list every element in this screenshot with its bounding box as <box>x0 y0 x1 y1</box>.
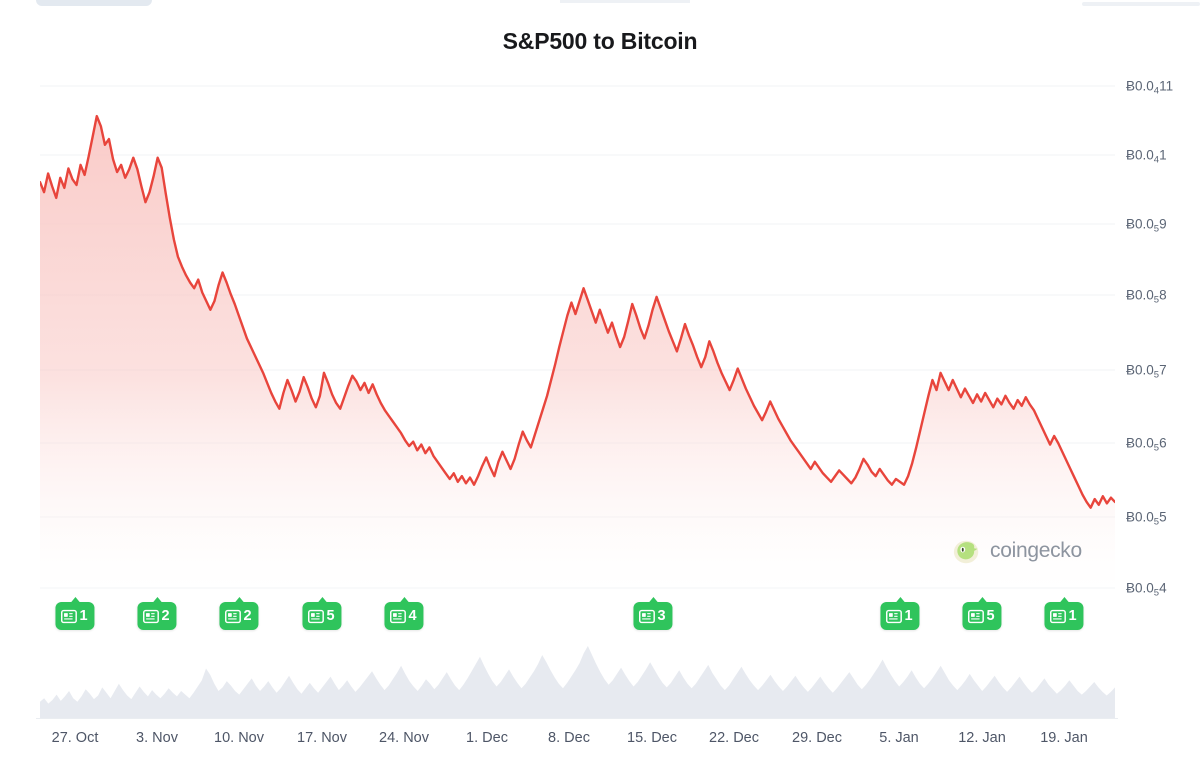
news-marker-count: 2 <box>161 607 170 624</box>
news-marker-count: 1 <box>79 607 88 624</box>
y-axis-tick-label: Ƀ0.058 <box>1126 287 1167 306</box>
news-icon <box>390 609 406 623</box>
top-chrome-bar-right <box>1082 2 1200 6</box>
y-axis-labels: Ƀ0.0411 Ƀ0.041 Ƀ0.059 Ƀ0.058 Ƀ0.057 Ƀ0.056 Ƀ0.… <box>1126 70 1200 597</box>
news-marker-count: 1 <box>1068 607 1077 624</box>
top-chrome-bar <box>560 0 690 3</box>
news-marker-badge[interactable]: 5 <box>302 602 342 630</box>
news-icon <box>968 609 984 623</box>
watermark-label: coingecko <box>990 539 1082 562</box>
gecko-icon <box>953 540 979 564</box>
x-axis-line <box>36 718 1118 719</box>
page-title: S&P500 to Bitcoin <box>502 28 698 54</box>
x-axis-tick-label: 10. Nov <box>214 730 264 746</box>
x-axis-tick-label: 3. Nov <box>136 730 178 746</box>
news-marker-count: 2 <box>243 607 252 624</box>
x-axis-tick-label: 5. Jan <box>879 730 919 746</box>
news-marker-badge[interactable]: 5 <box>962 602 1002 630</box>
news-marker-badge[interactable]: 1 <box>880 602 920 630</box>
news-marker-badge[interactable]: 1 <box>55 602 95 630</box>
news-marker-count: 4 <box>408 607 417 624</box>
x-axis-tick-label: 15. Dec <box>627 730 677 746</box>
news-icon <box>639 609 655 623</box>
price-line <box>40 116 1115 508</box>
news-marker-badge[interactable]: 2 <box>219 602 259 630</box>
news-marker-badge[interactable]: 2 <box>137 602 177 630</box>
x-axis-tick-label: 22. Dec <box>709 730 759 746</box>
x-axis-tick-label: 24. Nov <box>379 730 429 746</box>
y-axis-tick-label: Ƀ0.056 <box>1126 435 1167 454</box>
news-marker-count: 1 <box>904 607 913 624</box>
x-axis-tick-label: 19. Jan <box>1040 730 1088 746</box>
y-axis-tick-label: Ƀ0.041 <box>1126 147 1167 166</box>
volume-area <box>40 646 1115 718</box>
y-axis-tick-label: Ƀ0.059 <box>1126 216 1167 235</box>
news-icon <box>143 609 159 623</box>
news-marker-count: 5 <box>326 607 335 624</box>
news-icon <box>225 609 241 623</box>
x-axis-tick-label: 1. Dec <box>466 730 508 746</box>
y-axis-tick-label: Ƀ0.0411 <box>1126 78 1174 97</box>
news-marker-badge[interactable]: 4 <box>384 602 424 630</box>
news-icon <box>886 609 902 623</box>
x-axis-labels: 27. Oct 3. Nov 10. Nov 17. Nov 24. Nov 1. Dec… <box>0 730 1200 760</box>
y-axis-tick-label: Ƀ0.055 <box>1126 509 1167 528</box>
x-axis-tick-label: 12. Jan <box>958 730 1006 746</box>
x-axis-tick-label: 29. Dec <box>792 730 842 746</box>
x-axis-tick-label: 27. Oct <box>51 730 99 746</box>
y-axis-tick-label: Ƀ0.054 <box>1126 580 1167 599</box>
x-axis-tick-label: 8. Dec <box>548 730 590 746</box>
price-chart-plot[interactable] <box>40 70 1115 590</box>
volume-chart <box>40 640 1115 718</box>
news-marker-badge[interactable]: 3 <box>633 602 673 630</box>
coingecko-watermark: coingecko <box>952 536 1082 566</box>
news-marker-count: 5 <box>986 607 995 624</box>
news-icon <box>308 609 324 623</box>
top-chrome-pill <box>36 0 152 6</box>
news-marker-badge[interactable]: 1 <box>1044 602 1084 630</box>
news-marker-count: 3 <box>657 607 666 624</box>
news-icon <box>1050 609 1066 623</box>
x-axis-tick-label: 17. Nov <box>297 730 347 746</box>
news-markers-row: 1 2 2 5 4 3 1 5 1 <box>0 598 1200 638</box>
price-area-fill <box>40 116 1115 590</box>
news-icon <box>61 609 77 623</box>
y-axis-tick-label: Ƀ0.057 <box>1126 362 1167 381</box>
